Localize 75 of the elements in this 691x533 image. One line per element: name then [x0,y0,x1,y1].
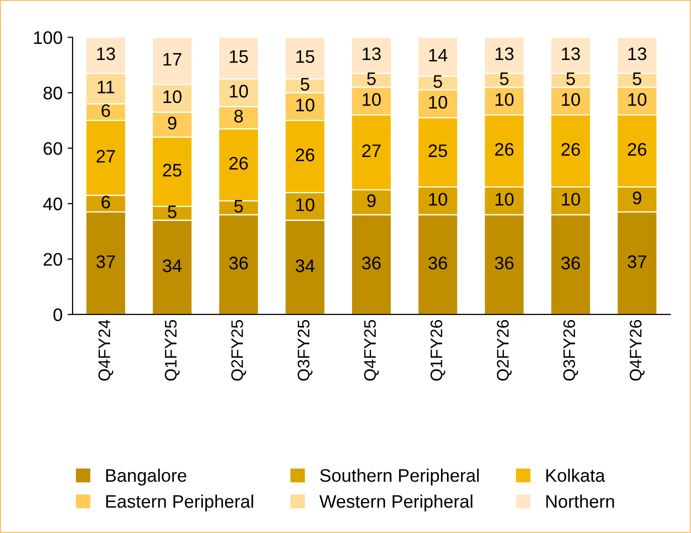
legend-label: Eastern Peripheral [106,494,254,512]
data-label: 9 [367,194,376,208]
data-label: 10 [628,93,646,106]
data-label: 10 [164,90,182,104]
data-label: 13 [362,47,381,60]
data-label: 5 [632,72,642,86]
data-label: 5 [168,206,176,218]
data-label: 5 [300,78,310,91]
legend-label: Northern [546,494,614,508]
data-label: 37 [96,255,115,268]
data-label: 26 [229,156,248,170]
data-label: 26 [628,143,646,156]
data-label: 13 [628,47,646,60]
data-label: 34 [296,259,315,272]
data-label: 34 [162,259,182,272]
data-label: 10 [562,93,580,106]
y-tick-label: 20 [44,252,62,266]
legend-label: Southern Peripheral [320,468,479,486]
data-label: 36 [362,256,381,270]
data-label: 5 [234,200,243,213]
data-label: 36 [561,256,580,270]
data-label: 37 [628,255,646,268]
data-label: 27 [362,144,381,157]
data-label: 10 [429,192,448,206]
x-tick-label: Q3FY25 [298,320,312,381]
x-tick-label: Q4FY26 [630,320,645,381]
data-label: 14 [429,48,448,62]
data-label: 25 [428,144,448,158]
y-tick-label: 100 [34,31,62,44]
y-tick-label: 60 [44,142,62,155]
data-label: 10 [496,192,514,206]
x-tick-label: Q2FY26 [496,320,512,381]
data-label: 15 [296,50,314,63]
x-tick-label: Q1FY25 [164,320,180,381]
data-label: 10 [296,98,314,112]
data-label: 26 [495,143,514,156]
data-label: 6 [102,196,110,208]
data-label: 15 [230,50,248,63]
data-label: 8 [234,110,243,123]
y-tick-label: 0 [54,308,62,322]
data-label: 17 [164,53,182,66]
legend-label: Western Peripheral [319,494,472,512]
data-label: 13 [562,47,580,60]
data-label: 13 [496,47,514,60]
data-label: 13 [97,47,116,60]
x-tick-label: Q4FY24 [98,320,114,381]
data-label: 10 [362,93,381,106]
data-label: 25 [163,164,182,177]
y-tick-label: 40 [43,198,62,210]
legend-label: Kolkata [546,468,606,482]
x-tick-label: Q4FY25 [364,320,379,381]
data-label: 10 [230,84,248,98]
data-label: 26 [296,148,314,162]
y-tick-label: 80 [44,86,62,100]
data-label: 6 [102,104,110,117]
data-label: 10 [562,192,580,206]
data-label: 36 [428,256,448,270]
data-label: 10 [429,96,448,109]
data-label: 11 [98,80,114,94]
x-tick-label: Q1FY26 [430,320,446,381]
data-label: 10 [296,198,314,212]
x-tick-label: Q2FY25 [231,320,246,381]
data-label: 27 [96,150,115,163]
data-label: 9 [632,192,642,204]
data-label: 5 [434,75,442,88]
data-label: 36 [494,256,514,270]
data-label: 5 [566,72,575,86]
data-label: 9 [168,116,176,130]
data-label: 26 [562,143,580,156]
data-label: 5 [367,72,376,86]
legend-label: Bangalore [106,468,186,486]
data-label: 36 [229,256,248,270]
x-tick-label: Q3FY26 [563,320,578,381]
data-label: 5 [500,72,508,86]
data-label: 10 [496,93,514,106]
